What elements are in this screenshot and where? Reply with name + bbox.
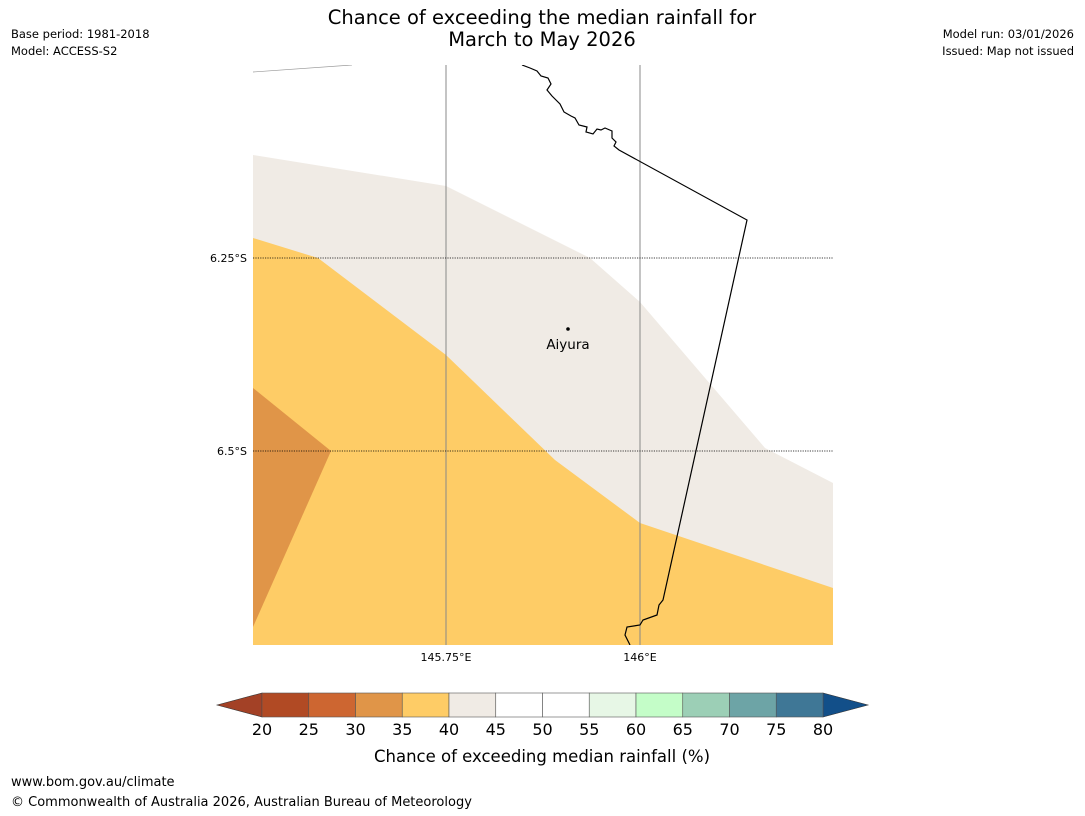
colorbar-tick-40: 40 (439, 720, 459, 739)
footer-url: www.bom.gov.au/climate (11, 775, 175, 790)
colorbar-tick-50: 50 (532, 720, 552, 739)
colorbar-segment-60-65 (635, 692, 684, 718)
colorbar-tick-70: 70 (719, 720, 739, 739)
colorbar-tick-25: 25 (299, 720, 319, 739)
colorbar-over-arrow (822, 692, 870, 718)
colorbar: 20 25 30 35 40 45 50 55 60 65 70 75 80 Chance of exc… (215, 692, 870, 766)
map-title: Chance of exceeding the median rainfall … (242, 7, 842, 51)
colorbar-label: Chance of exceeding median rainfall (%) (374, 747, 710, 766)
lat-label-6-25: 6.25°S (210, 252, 247, 265)
model-run-text: Model run: 03/01/2026 (942, 27, 1074, 41)
town-label: Aiyura (546, 337, 589, 353)
colorbar-segment-30-35 (355, 692, 403, 718)
lon-label-145-75: 145.75°E (421, 651, 472, 664)
footer-copyright: © Commonwealth of Australia 2026, Austra… (11, 795, 472, 810)
colorbar-tick-35: 35 (392, 720, 412, 739)
issued-text: Issued: Map not issued (942, 44, 1074, 58)
map-title-line2: March to May 2026 (448, 28, 636, 51)
map-area: Aiyura (253, 65, 833, 645)
base-period-text: Base period: 1981-2018 (11, 27, 150, 41)
colorbar-segment-70-75 (729, 692, 777, 718)
domain-edge-line (253, 65, 353, 73)
colorbar-segment-65-70 (682, 692, 730, 718)
zone-35-40-percent (253, 238, 833, 645)
town-marker (566, 327, 570, 331)
model-text: Model: ACCESS-S2 (11, 44, 118, 58)
colorbar-ticks: 20 25 30 35 40 45 50 55 60 65 70 75 80 (252, 720, 833, 739)
colorbar-tick-45: 45 (486, 720, 506, 739)
colorbar-segment-75-80 (775, 692, 824, 718)
lon-label-146: 146°E (623, 651, 656, 664)
colorbar-tick-65: 65 (673, 720, 693, 739)
colorbar-under-arrow (215, 692, 263, 718)
colorbar-segments (261, 692, 824, 718)
province-border (521, 65, 748, 645)
meta-right: Model run: 03/01/2026 Issued: Map not is… (942, 26, 1074, 60)
colorbar-segment-35-40 (401, 692, 450, 718)
colorbar-tick-75: 75 (766, 720, 786, 739)
map-title-line1: Chance of exceeding the median rainfall … (327, 6, 757, 29)
colorbar-segment-20-25 (261, 692, 310, 718)
zone-30-35-percent (253, 388, 331, 627)
colorbar-segment-45-50 (495, 692, 543, 718)
colorbar-tick-80: 80 (813, 720, 833, 739)
colorbar-tick-60: 60 (626, 720, 646, 739)
meta-left: Base period: 1981-2018 Model: ACCESS-S2 (11, 26, 150, 60)
colorbar-segment-40-45 (448, 692, 497, 718)
colorbar-segment-25-30 (308, 692, 356, 718)
colorbar-tick-20: 20 (252, 720, 272, 739)
colorbar-tick-55: 55 (579, 720, 599, 739)
lat-label-6-5: 6.5°S (217, 445, 247, 458)
colorbar-segment-50-55 (542, 692, 590, 718)
colorbar-tick-30: 30 (345, 720, 365, 739)
colorbar-segment-55-60 (588, 692, 637, 718)
